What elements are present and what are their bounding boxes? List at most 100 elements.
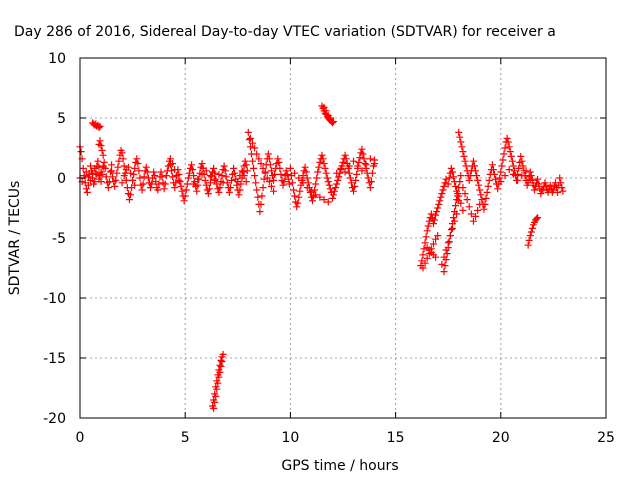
data-point — [118, 179, 126, 187]
data-point — [202, 181, 210, 189]
data-point — [204, 190, 212, 198]
data-point — [452, 182, 460, 190]
data-point — [489, 166, 497, 174]
data-point — [475, 181, 483, 189]
data-point — [447, 226, 455, 234]
data-point — [429, 240, 437, 248]
data-point — [431, 216, 439, 224]
data-point — [154, 186, 162, 194]
data-point — [251, 144, 259, 152]
data-point — [157, 168, 165, 176]
data-point — [97, 168, 105, 176]
data-point — [557, 179, 565, 187]
data-point — [330, 191, 338, 199]
data-point — [423, 227, 431, 235]
data-point — [130, 170, 138, 178]
data-point — [148, 180, 156, 188]
data-point — [257, 200, 265, 208]
data-point — [331, 187, 339, 195]
data-point — [303, 174, 311, 182]
data-point — [215, 373, 223, 381]
data-point — [257, 160, 265, 168]
data-point — [291, 169, 299, 177]
data-point — [321, 164, 329, 172]
data-point — [290, 186, 298, 194]
data-point — [97, 142, 105, 150]
data-point — [361, 160, 369, 168]
data-point — [335, 173, 343, 181]
data-point — [142, 163, 150, 171]
data-point — [135, 167, 143, 175]
data-point — [182, 186, 190, 194]
data-point — [424, 222, 432, 230]
plot-frame — [79, 57, 607, 419]
y-tick-label: -10 — [43, 291, 66, 307]
data-point — [218, 358, 226, 366]
data-point — [219, 350, 227, 358]
data-point — [98, 146, 106, 154]
data-point — [488, 161, 496, 169]
data-point — [239, 168, 247, 176]
data-point — [558, 184, 566, 192]
data-point — [89, 169, 97, 177]
data-point — [337, 164, 345, 172]
data-point — [315, 163, 323, 171]
data-point — [508, 157, 516, 165]
data-point — [210, 404, 218, 412]
data-point — [490, 170, 498, 178]
data-point — [438, 260, 446, 268]
data-point — [463, 196, 471, 204]
data-point — [438, 190, 446, 198]
data-point — [303, 184, 311, 192]
data-point — [274, 155, 282, 163]
data-point — [457, 199, 465, 207]
data-point — [295, 174, 303, 182]
data-point — [509, 170, 517, 178]
data-point — [190, 180, 198, 188]
y-axis-title: SDTVAR / TECUs — [7, 181, 23, 296]
data-point — [241, 157, 249, 165]
data-point — [316, 193, 324, 201]
data-point — [250, 164, 258, 172]
data-point — [230, 164, 238, 172]
data-point — [201, 176, 209, 184]
data-point — [459, 148, 467, 156]
data-point — [270, 176, 278, 184]
data-point — [423, 254, 431, 262]
data-point — [258, 192, 266, 200]
data-point — [146, 184, 154, 192]
data-point — [320, 103, 328, 111]
data-point — [364, 174, 372, 182]
data-point — [419, 251, 427, 259]
data-point — [316, 158, 324, 166]
data-point — [161, 180, 169, 188]
data-point — [244, 128, 252, 136]
data-point — [185, 169, 193, 177]
data-point — [294, 199, 302, 207]
data-point — [533, 215, 541, 223]
data-point — [291, 192, 299, 200]
data-point — [225, 188, 233, 196]
data-point — [359, 150, 367, 158]
data-point — [308, 197, 316, 205]
data-point — [350, 157, 358, 165]
data-point — [328, 194, 336, 202]
data-point — [455, 192, 463, 200]
data-point — [126, 191, 134, 199]
data-point — [253, 186, 261, 194]
x-tick-label: 0 — [76, 430, 85, 446]
data-point — [216, 368, 224, 376]
data-point — [102, 173, 110, 181]
data-point — [437, 193, 445, 201]
data-point — [91, 178, 99, 186]
data-point — [256, 208, 264, 216]
data-point — [271, 170, 279, 178]
data-point — [184, 174, 192, 182]
data-point — [173, 172, 181, 180]
data-point — [166, 155, 174, 163]
data-point — [160, 185, 168, 193]
data-point — [198, 160, 206, 168]
data-point — [448, 168, 456, 176]
data-point — [451, 178, 459, 186]
data-point — [497, 168, 505, 176]
